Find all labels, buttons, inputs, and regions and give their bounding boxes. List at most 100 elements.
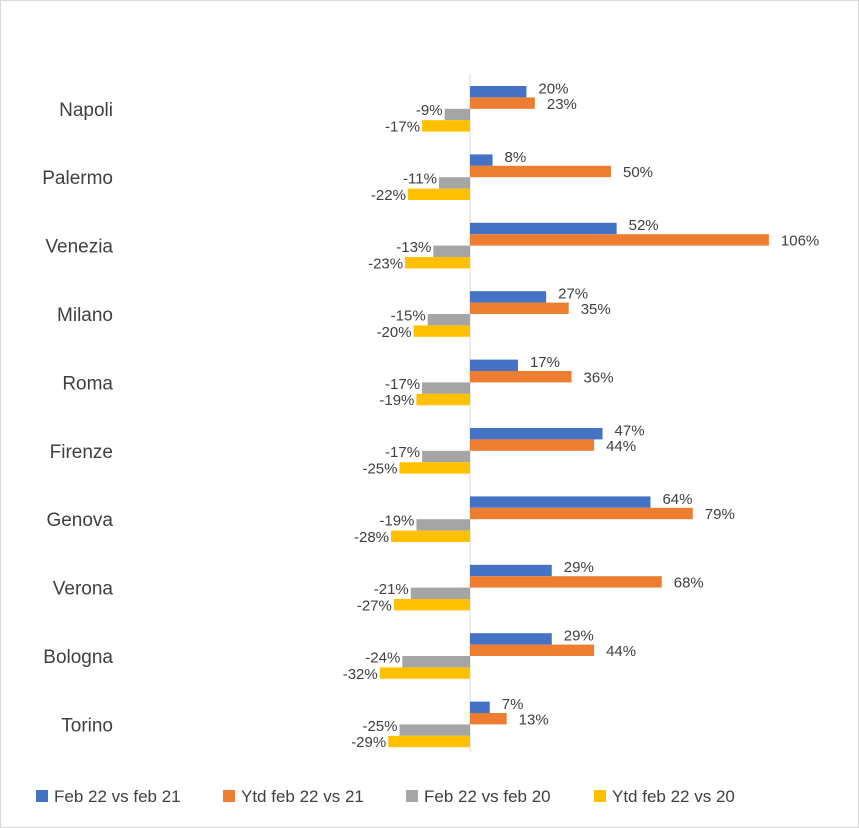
data-label: 68% (674, 575, 704, 592)
data-label: 52% (629, 217, 659, 234)
bar (416, 519, 470, 531)
category-label: Milano (57, 305, 113, 326)
bar (470, 644, 595, 656)
bar (402, 656, 470, 668)
bar (422, 120, 470, 132)
legend-label: Feb 22 vs feb 21 (54, 787, 181, 806)
bar (391, 530, 470, 542)
data-label: -13% (396, 239, 431, 256)
bar (438, 177, 470, 189)
data-label: -9% (416, 102, 443, 119)
bar (405, 257, 470, 269)
bar (470, 633, 552, 645)
data-label: 47% (615, 422, 645, 439)
bar (422, 450, 470, 463)
bar (470, 359, 518, 371)
data-label: -23% (368, 255, 403, 272)
bar (433, 245, 470, 257)
data-label: 7% (502, 696, 524, 713)
bar (470, 701, 490, 713)
category-label: Verona (53, 579, 114, 600)
bar (413, 325, 470, 337)
category-label: Napoli (59, 100, 113, 121)
legend-label: Feb 22 vs feb 20 (424, 787, 551, 806)
data-label: -19% (379, 392, 414, 409)
data-labels: 20%23%-9%-17%8%50%-11%-22%52%106%-13%-23… (343, 80, 820, 751)
data-label: 29% (564, 559, 594, 576)
data-label: 35% (581, 301, 611, 318)
data-label: -25% (362, 718, 397, 735)
data-label: 44% (606, 643, 636, 660)
data-label: 50% (623, 164, 653, 181)
bar (399, 724, 470, 736)
bar (470, 234, 769, 246)
data-label: -29% (351, 734, 386, 751)
data-label: -27% (357, 597, 392, 614)
data-label: -20% (377, 324, 412, 341)
data-label: 27% (558, 286, 588, 303)
category-label: Bologna (43, 647, 113, 668)
bar (470, 507, 693, 520)
data-label: -17% (385, 376, 420, 393)
bar (470, 439, 595, 451)
data-label: -17% (385, 444, 420, 461)
data-label: 36% (584, 369, 614, 386)
bar (470, 291, 547, 303)
data-label: -21% (374, 581, 409, 598)
bars-group (379, 86, 769, 748)
bar (379, 667, 470, 679)
data-label: 23% (547, 96, 577, 113)
data-label: 17% (530, 354, 560, 371)
data-label: -25% (362, 461, 397, 478)
bar (470, 302, 569, 314)
bar (470, 165, 611, 178)
bar (470, 86, 527, 98)
data-label: -24% (365, 649, 400, 666)
data-label: 79% (705, 506, 735, 523)
data-label: -19% (379, 513, 414, 530)
bar (470, 97, 535, 109)
bar (444, 108, 470, 121)
data-label: 8% (505, 149, 527, 166)
legend-swatch (406, 790, 418, 802)
bar (422, 382, 470, 394)
bar (410, 587, 470, 599)
data-label: -15% (391, 307, 426, 324)
data-label: 13% (519, 711, 549, 728)
bar (416, 393, 470, 406)
legend-label: Ytd feb 22 vs 21 (241, 787, 364, 806)
bar (407, 188, 470, 200)
data-label: 20% (538, 80, 568, 97)
legend-swatch (223, 790, 235, 802)
data-label: -17% (385, 119, 420, 136)
bar (470, 713, 507, 725)
category-label: Palermo (42, 168, 113, 189)
legend-swatch (594, 790, 606, 802)
legend-label: Ytd feb 22 vs 20 (612, 787, 735, 806)
data-label: -28% (354, 529, 389, 546)
bar (470, 222, 617, 235)
bar (470, 428, 603, 440)
category-label: Torino (61, 715, 113, 736)
category-label: Genova (46, 510, 113, 531)
data-label: 29% (564, 628, 594, 645)
data-label: 64% (662, 491, 692, 508)
bar (388, 735, 470, 748)
data-label: -22% (371, 187, 406, 204)
category-label: Roma (62, 373, 113, 394)
category-labels: Napoli Palermo Venezia Milano Roma Firenze Gen… (42, 100, 113, 737)
legend: Feb 22 vs feb 21 Ytd feb 22 vs 21 Feb 22 v… (36, 787, 735, 806)
category-label: Firenze (50, 442, 113, 463)
bar (470, 564, 552, 577)
bar (470, 496, 651, 508)
bar (427, 314, 470, 326)
bar (470, 371, 572, 383)
data-label: -11% (403, 171, 437, 188)
bar (399, 462, 470, 474)
category-label: Venezia (45, 237, 113, 258)
bar (470, 154, 493, 166)
bar (393, 599, 470, 611)
data-label: 44% (606, 438, 636, 455)
